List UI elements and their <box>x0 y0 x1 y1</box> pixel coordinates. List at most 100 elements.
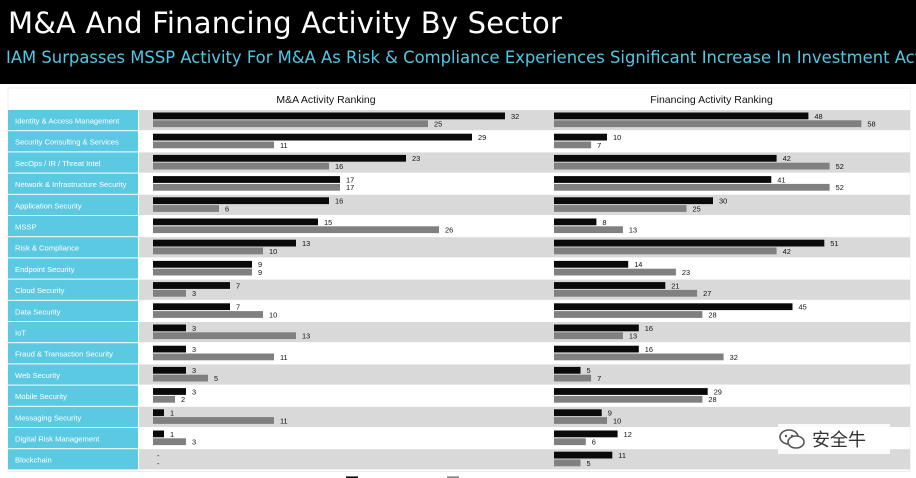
row-background <box>139 343 910 364</box>
data-label: 6 <box>225 204 229 213</box>
category-label: Network & Infrastructure Security <box>15 180 127 189</box>
bar <box>554 239 825 247</box>
bar <box>554 141 592 149</box>
bar <box>554 197 713 205</box>
data-label: 45 <box>799 303 807 312</box>
bar <box>554 409 602 417</box>
bar <box>554 260 629 268</box>
bar <box>554 247 777 255</box>
category-label-cell <box>8 258 138 279</box>
bar <box>153 154 406 162</box>
data-label: 5 <box>587 459 591 468</box>
category-label: Digital Risk Management <box>15 435 100 444</box>
bar <box>153 247 263 255</box>
data-label: - <box>157 459 160 468</box>
data-label: 17 <box>346 175 354 184</box>
data-label: 14 <box>634 260 642 269</box>
data-label: 10 <box>613 133 621 142</box>
bar <box>554 303 793 311</box>
data-label: 29 <box>714 387 722 396</box>
data-label: 17 <box>346 183 354 192</box>
data-label: 5 <box>587 366 591 375</box>
category-label-cell <box>8 364 138 385</box>
row-background <box>139 364 910 385</box>
bar <box>554 388 708 395</box>
data-label: 52 <box>836 183 844 192</box>
category-label-cell <box>8 406 138 427</box>
bar <box>554 311 703 318</box>
bar <box>153 324 186 332</box>
data-label: 11 <box>280 353 288 362</box>
row-background <box>139 449 910 470</box>
category-label-cell <box>8 131 138 152</box>
bar <box>153 176 340 183</box>
legend-swatch <box>346 476 358 478</box>
category-label-cell <box>8 279 138 300</box>
bar <box>554 120 862 128</box>
header-banner: M&A And Financing Activity By Sector IAM… <box>0 0 916 84</box>
bar <box>554 176 772 183</box>
watermark-text: 安全牛 <box>812 430 866 451</box>
page-subtitle: IAM Surpasses MSSP Activity For M&A As R… <box>6 48 916 67</box>
bar <box>554 133 607 141</box>
panel-title: Financing Activity Ranking <box>650 94 773 106</box>
bar <box>153 197 329 205</box>
row-background <box>139 300 910 321</box>
panel-header-bg <box>513 89 910 109</box>
data-label: 3 <box>192 289 196 298</box>
bar <box>554 112 809 120</box>
category-label: Mobile Security <box>15 392 67 401</box>
page-title: M&A And Financing Activity By Sector <box>8 6 563 40</box>
bar <box>153 311 263 318</box>
bar <box>554 353 724 361</box>
data-label: 10 <box>613 416 621 425</box>
data-label: 16 <box>335 162 343 171</box>
data-label: 41 <box>777 175 785 184</box>
data-label: 11 <box>618 451 626 460</box>
data-label: 7 <box>597 141 601 150</box>
category-label-cell <box>8 300 138 321</box>
data-label: 13 <box>302 332 310 341</box>
category-label-cell <box>8 173 138 194</box>
bar <box>554 154 777 162</box>
category-label: Risk & Compliance <box>15 244 79 253</box>
bar <box>153 141 274 149</box>
bar <box>554 430 618 438</box>
bar <box>153 162 329 170</box>
data-label: 27 <box>703 289 711 298</box>
bar <box>554 268 676 276</box>
category-label-cell <box>8 110 138 131</box>
data-label: 51 <box>830 239 838 248</box>
data-label: 52 <box>836 162 844 171</box>
data-label: 15 <box>324 218 332 227</box>
data-label: 11 <box>280 141 288 150</box>
data-label: 7 <box>597 374 601 383</box>
data-label: 3 <box>192 387 196 396</box>
data-label: 23 <box>412 154 420 163</box>
category-label: Security Consulting & Services <box>15 138 119 147</box>
bar <box>153 353 274 361</box>
category-label: Cloud Security <box>15 286 65 295</box>
bar <box>554 218 597 226</box>
category-label: Identity & Access Management <box>15 117 120 126</box>
category-label-cell <box>8 385 138 406</box>
data-label: 3 <box>192 324 196 333</box>
bar <box>554 451 613 459</box>
wechat-icon <box>779 429 805 449</box>
bar <box>153 205 219 212</box>
bar <box>153 395 175 403</box>
data-label: 1 <box>170 409 174 418</box>
data-label: 28 <box>708 395 716 404</box>
bar <box>153 120 428 128</box>
bar <box>554 366 581 374</box>
data-label: 5 <box>214 374 218 383</box>
data-label: 25 <box>434 120 442 129</box>
data-label: 13 <box>629 226 637 235</box>
category-label: Blockchain <box>15 456 52 465</box>
row-background <box>139 194 910 215</box>
data-label: 9 <box>258 260 262 269</box>
bar <box>554 282 666 289</box>
category-label-cell <box>8 343 138 364</box>
data-label: 10 <box>269 310 277 319</box>
category-label: Data Security <box>15 307 61 316</box>
